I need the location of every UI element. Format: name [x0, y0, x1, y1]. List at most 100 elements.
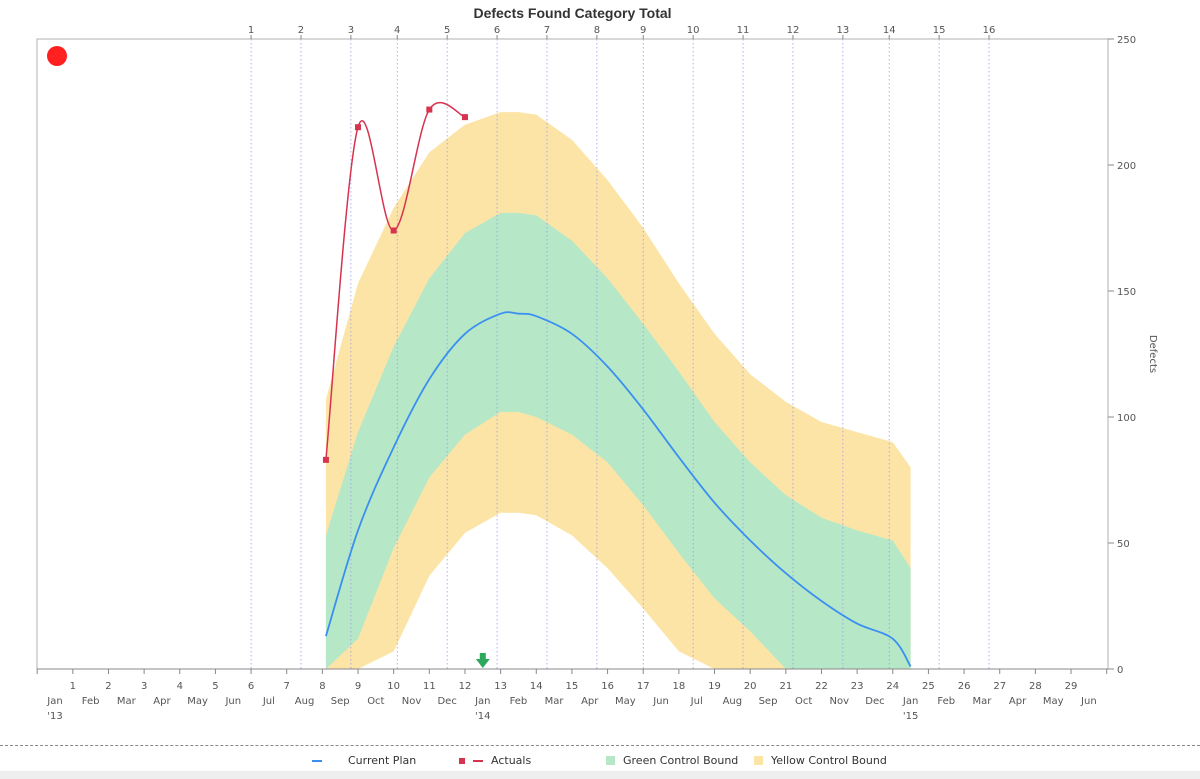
- x-month-number: 17: [637, 681, 650, 692]
- x-month-number: 23: [851, 681, 864, 692]
- separator-line: [0, 745, 1200, 746]
- top-week-label: 8: [594, 25, 600, 36]
- x-month-label: Sep: [331, 696, 350, 707]
- y-axis-label: Defects: [1147, 335, 1158, 373]
- actuals-point: [390, 227, 397, 234]
- y-tick-label: 0: [1117, 665, 1123, 676]
- x-month-label: Feb: [510, 696, 528, 707]
- x-year-label: '15: [903, 711, 918, 722]
- x-month-label: Nov: [830, 696, 850, 707]
- x-month-label: Feb: [937, 696, 955, 707]
- x-month-label: Jun: [1080, 696, 1097, 707]
- x-month-number: 10: [387, 681, 400, 692]
- x-month-label: Jan: [46, 696, 62, 707]
- chart-title: Defects Found Category Total: [473, 5, 672, 21]
- x-month-number: 12: [459, 681, 472, 692]
- x-month-label: May: [1043, 696, 1064, 707]
- top-week-label: 7: [544, 25, 550, 36]
- actuals-point: [322, 456, 329, 463]
- x-month-number: 26: [958, 681, 971, 692]
- legend-swatch-icon: [754, 756, 763, 765]
- x-month-number: 7: [284, 681, 290, 692]
- x-month-number: 2: [105, 681, 111, 692]
- x-month-number: 18: [673, 681, 686, 692]
- x-month-number: 9: [355, 681, 361, 692]
- legend-label: Current Plan: [348, 754, 417, 767]
- x-month-number: 20: [744, 681, 757, 692]
- legend-label: Green Control Bound: [623, 754, 739, 767]
- x-month-number: 29: [1065, 681, 1078, 692]
- legend-item-current-plan: Current Plan: [312, 754, 416, 767]
- top-week-label: 12: [787, 25, 800, 36]
- x-month-label: Jan: [474, 696, 490, 707]
- top-week-label: 4: [394, 25, 400, 36]
- legend-item-actuals: Actuals: [459, 754, 531, 767]
- x-month-number: 22: [815, 681, 828, 692]
- x-month-number: 8: [319, 681, 325, 692]
- current-date-marker-icon: [475, 653, 490, 668]
- x-month-number: 1: [70, 681, 76, 692]
- y-tick-label: 150: [1117, 287, 1136, 298]
- x-month-label: Dec: [865, 696, 884, 707]
- x-month-number: 13: [494, 681, 507, 692]
- x-month-label: Aug: [295, 696, 315, 707]
- x-month-number: 25: [922, 681, 935, 692]
- legend-label: Actuals: [491, 754, 532, 767]
- legend-label: Yellow Control Bound: [771, 754, 887, 767]
- x-month-label: Oct: [367, 696, 384, 707]
- x-month-number: 19: [708, 681, 721, 692]
- y-tick-label: 50: [1117, 539, 1130, 550]
- x-month-number: 3: [141, 681, 147, 692]
- legend-line-icon: [473, 759, 483, 762]
- x-month-label: Dec: [437, 696, 456, 707]
- top-week-label: 10: [687, 25, 700, 36]
- x-month-label: Jul: [690, 696, 703, 707]
- top-week-label: 14: [883, 25, 896, 36]
- x-month-label: May: [615, 696, 636, 707]
- x-month-number: 21: [779, 681, 792, 692]
- x-month-label: Oct: [795, 696, 812, 707]
- x-month-label: Jul: [262, 696, 275, 707]
- top-week-label: 3: [348, 25, 354, 36]
- top-week-label: 13: [836, 25, 849, 36]
- x-month-label: Mar: [545, 696, 565, 707]
- x-month-label: Feb: [82, 696, 100, 707]
- legend: Current Plan Actuals Green Control Bound Ye…: [0, 754, 1200, 770]
- chart-plot: 1 2 3 4 5 6 7 8 9 10 11 12 13 14 15 16050100150200250De…: [36, 25, 1158, 722]
- top-week-label: 15: [933, 25, 946, 36]
- y-tick-label: 250: [1117, 35, 1136, 46]
- top-week-label: 5: [444, 25, 450, 36]
- x-month-label: Jan: [902, 696, 918, 707]
- footer-bar: [0, 771, 1200, 779]
- x-month-label: Apr: [581, 696, 599, 707]
- x-month-number: 14: [530, 681, 543, 692]
- x-month-label: May: [187, 696, 208, 707]
- x-month-label: Mar: [972, 696, 992, 707]
- current-plan-line: [325, 311, 912, 667]
- legend-item-green-control-bound: Green Control Bound: [606, 754, 738, 767]
- legend-swatch-icon: [606, 756, 615, 765]
- x-month-number: 6: [248, 681, 254, 692]
- x-month-number: 5: [212, 681, 218, 692]
- actuals-point: [461, 114, 468, 121]
- x-month-number: 24: [886, 681, 899, 692]
- x-month-label: Nov: [402, 696, 422, 707]
- x-month-number: 28: [1029, 681, 1042, 692]
- top-week-label: 9: [640, 25, 646, 36]
- actuals-point: [426, 106, 433, 113]
- x-month-label: Jun: [652, 696, 669, 707]
- x-year-label: '13: [47, 711, 62, 722]
- top-week-label: 2: [298, 25, 304, 36]
- status-indicator-icon: [47, 46, 67, 66]
- legend-square-icon: [459, 757, 465, 764]
- top-week-label: 1: [248, 25, 254, 36]
- top-week-label: 11: [737, 25, 750, 36]
- x-month-number: 27: [993, 681, 1006, 692]
- x-month-label: Sep: [759, 696, 778, 707]
- x-year-label: '14: [475, 711, 490, 722]
- x-month-label: Apr: [153, 696, 171, 707]
- x-month-number: 11: [423, 681, 436, 692]
- legend-line-icon: [312, 759, 322, 762]
- x-month-label: Aug: [723, 696, 743, 707]
- actuals-point: [355, 124, 362, 131]
